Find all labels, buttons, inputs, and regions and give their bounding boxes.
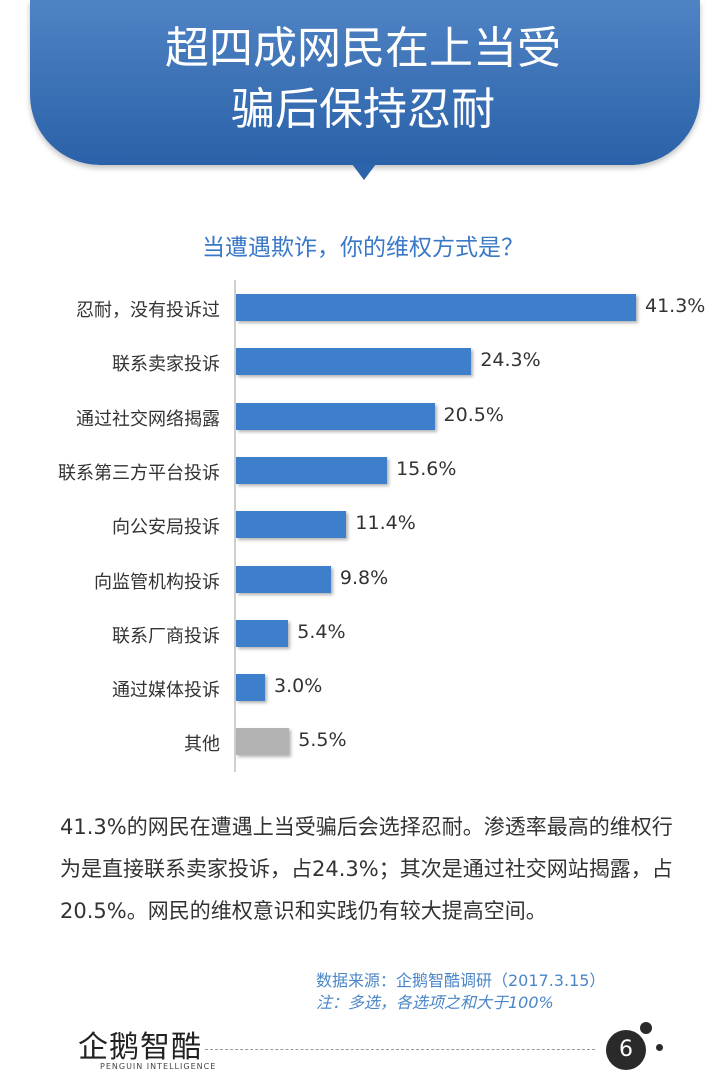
- value-label: 5.5%: [298, 729, 347, 752]
- bar-chart: 忍耐，没有投诉过 41.3% 联系卖家投诉 24.3% 通过社交网络揭露 20.5% 联系第…: [0, 280, 726, 780]
- value-label: 15.6%: [396, 457, 457, 480]
- value-label: 3.0%: [274, 675, 323, 698]
- data-note: 注：多选，各选项之和大于100%: [316, 993, 554, 1012]
- category-label: 其他: [184, 734, 220, 756]
- value-label: 20.5%: [443, 403, 504, 426]
- bar: [236, 728, 290, 756]
- category-label: 联系卖家投诉: [112, 354, 220, 376]
- page-title-line1: 超四成网民在上当受: [165, 23, 561, 74]
- value-label: 9.8%: [339, 566, 389, 589]
- footer-divider: [205, 1049, 595, 1050]
- bar: [236, 619, 289, 647]
- value-label: 11.4%: [355, 512, 416, 535]
- bar: [236, 511, 347, 539]
- category-label: 向监管机构投诉: [94, 571, 220, 593]
- category-label: 联系厂商投诉: [112, 625, 220, 647]
- bar: [236, 294, 636, 321]
- value-label: 5.4%: [297, 620, 346, 643]
- brand-logo-subtitle: PENGUIN INTELLIGENCE: [100, 1062, 217, 1071]
- chart-title: 当遭遇欺诈，你的维权方式是？: [202, 235, 524, 261]
- category-label: 联系第三方平台投诉: [58, 462, 220, 484]
- value-label: 41.3%: [645, 295, 706, 317]
- chart-axis: [234, 280, 236, 772]
- category-label: 通过社交网络揭露: [76, 408, 220, 430]
- page-title-line2: 骗后保持忍耐: [231, 84, 495, 135]
- bar: [236, 565, 331, 593]
- category-label: 忍耐，没有投诉过: [76, 300, 220, 321]
- data-source: 数据来源：企鹅智酷调研（2017.3.15）: [316, 971, 606, 990]
- value-label: 24.3%: [480, 349, 541, 372]
- bar: [236, 402, 435, 430]
- category-label: 通过媒体投诉: [112, 680, 220, 702]
- decor-dot: [656, 1044, 663, 1051]
- bar: [236, 456, 388, 484]
- banner-pointer: [352, 164, 376, 180]
- bar: [236, 348, 472, 376]
- category-label: 向公安局投诉: [112, 517, 220, 539]
- brand-logo: 企鹅智酷: [78, 1030, 202, 1065]
- title-banner: [30, 0, 700, 165]
- bar: [236, 674, 266, 702]
- summary-text: 41.3%的网民在遭遇上当受骗后会选择忍耐。渗透率最高的维权行为是直接联系卖家投…: [60, 815, 673, 923]
- page-number: 6: [606, 1030, 646, 1070]
- decor-dot: [640, 1022, 652, 1034]
